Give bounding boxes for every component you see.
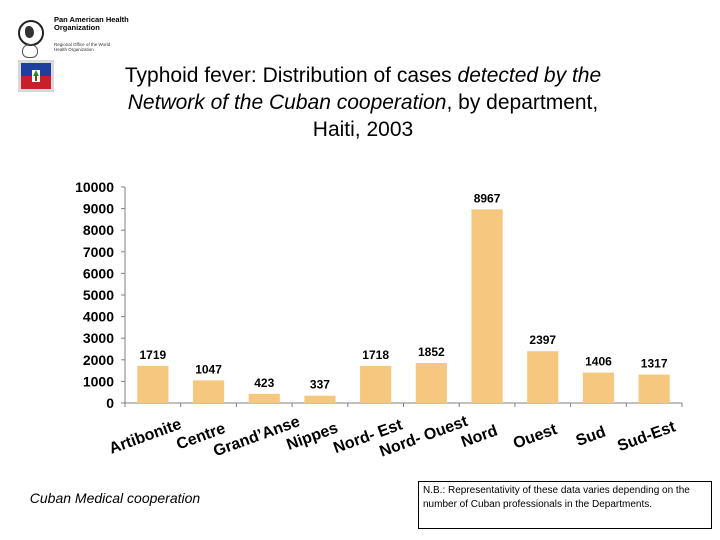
y-tick-label: 5000 bbox=[83, 287, 114, 303]
bar bbox=[415, 362, 447, 403]
data-label: 337 bbox=[310, 378, 330, 392]
y-tick-label: 3000 bbox=[83, 330, 114, 346]
y-tick-label: 4000 bbox=[83, 309, 114, 325]
y-tick-label: 10000 bbox=[75, 179, 114, 195]
title-line1-italic: detected by the bbox=[457, 64, 602, 87]
y-tick-label: 2000 bbox=[83, 352, 114, 368]
globe-icon bbox=[18, 20, 44, 46]
data-label: 1317 bbox=[641, 357, 668, 371]
bar bbox=[304, 395, 336, 403]
y-tick-label: 0 bbox=[106, 395, 114, 411]
category-label: Sud-Est bbox=[615, 418, 678, 455]
title-line2-italic: Network of the Cuban cooperation bbox=[127, 91, 447, 114]
y-tick-label: 9000 bbox=[83, 201, 114, 217]
title-line2: , by department, bbox=[446, 91, 599, 114]
data-label: 1719 bbox=[139, 348, 166, 362]
y-tick-label: 6000 bbox=[83, 265, 114, 281]
category-label: Ouest bbox=[511, 421, 560, 453]
haiti-coat-of-arms-icon bbox=[18, 60, 54, 92]
bar bbox=[527, 351, 559, 403]
title-line3: Haiti, 2003 bbox=[312, 118, 414, 141]
paho-logo: Pan American Health Organization Regiona… bbox=[8, 8, 168, 58]
bar bbox=[137, 365, 169, 403]
bar bbox=[638, 374, 670, 403]
y-tick-label: 8000 bbox=[83, 222, 114, 238]
data-label: 8967 bbox=[474, 191, 501, 205]
bar bbox=[360, 365, 392, 403]
title-line1: Typhoid fever: Distribution of cases bbox=[124, 64, 458, 87]
bar bbox=[582, 372, 615, 403]
data-label: 1852 bbox=[418, 345, 445, 359]
who-emblem-icon bbox=[22, 44, 38, 58]
y-tick-label: 7000 bbox=[83, 244, 114, 260]
data-label: 2397 bbox=[529, 333, 556, 347]
org-subtitle: Regional Office of the World Health Orga… bbox=[54, 42, 111, 52]
category-label: Artibonite bbox=[107, 416, 184, 458]
data-label: 423 bbox=[254, 376, 274, 390]
bar bbox=[248, 393, 280, 403]
data-label: 1406 bbox=[585, 355, 612, 369]
data-label: 1718 bbox=[362, 348, 389, 362]
nb-note: N.B.: Representativity of these data var… bbox=[418, 481, 712, 529]
category-label: Sud bbox=[574, 424, 608, 450]
bar bbox=[192, 380, 225, 403]
chart-title: Typhoid fever: Distribution of cases det… bbox=[58, 62, 668, 143]
data-label: 1047 bbox=[195, 362, 222, 376]
source-note: Cuban Medical cooperation bbox=[29, 490, 201, 506]
org-name: Pan American Health Organization bbox=[54, 15, 129, 32]
y-tick-label: 1000 bbox=[83, 373, 114, 389]
bar bbox=[471, 209, 503, 403]
